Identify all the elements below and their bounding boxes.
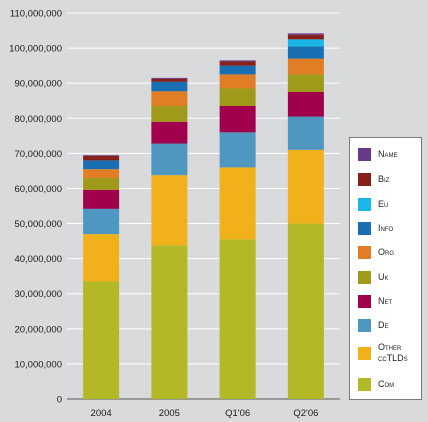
bar-segment — [287, 149, 324, 224]
legend-label: Info — [378, 223, 394, 233]
y-tick-label: 110,000,000 — [10, 9, 62, 20]
bar-segment — [83, 234, 120, 282]
legend-label: Uk — [378, 272, 389, 282]
bar-segment — [151, 81, 188, 92]
bar-segment — [287, 223, 324, 399]
legend-label: Biz — [378, 174, 390, 184]
legend-label: Com — [378, 379, 395, 389]
y-tick-label: 80,000,000 — [14, 114, 62, 125]
legend-swatch — [358, 378, 371, 391]
y-tick-label: 30,000,000 — [14, 289, 62, 300]
bar-segment — [83, 155, 120, 161]
bar-segment — [151, 78, 188, 82]
legend-item: Info — [358, 222, 422, 235]
bar-segment — [83, 155, 120, 156]
legend-item: Com — [358, 378, 422, 391]
legend-item: De — [358, 319, 422, 332]
bar-segment — [83, 281, 120, 399]
bar-segment — [287, 58, 324, 75]
bar-segment — [83, 208, 120, 235]
y-tick-label: 0 — [57, 395, 62, 406]
bar-segment — [151, 175, 188, 246]
bar-segment — [219, 60, 256, 62]
legend-label: Eu — [378, 199, 389, 209]
bar-segment — [83, 189, 120, 209]
bar-segment — [219, 65, 256, 75]
bar-segment — [151, 143, 188, 176]
legend-swatch — [358, 319, 371, 332]
legend-item: Net — [358, 295, 422, 308]
bar-segment — [151, 105, 188, 122]
bar-segment — [219, 88, 256, 106]
y-tick-label: 100,000,000 — [9, 44, 62, 55]
x-tick-label: 2005 — [159, 408, 180, 419]
bar-segment — [219, 105, 256, 133]
bar-segment — [219, 132, 256, 168]
y-tick-label: 20,000,000 — [14, 324, 62, 335]
legend-swatch — [358, 295, 371, 308]
bar-segment — [151, 77, 188, 79]
legend-swatch — [358, 148, 371, 161]
bar-segment — [219, 61, 256, 66]
legend-label: De — [378, 320, 389, 330]
bar-segment — [83, 177, 120, 190]
bar-segment — [219, 74, 256, 89]
bar-segment — [151, 245, 188, 399]
y-tick-label: 10,000,000 — [14, 359, 62, 370]
legend-item: Other ccTLDs — [358, 342, 422, 364]
legend-swatch — [358, 346, 371, 360]
bar-segment — [83, 169, 120, 178]
legend-swatch — [358, 198, 371, 211]
y-tick-label: 40,000,000 — [14, 254, 62, 265]
x-tick-label: Q1'06 — [225, 408, 250, 419]
legend-label: Net — [378, 296, 393, 306]
chart-legend: Name Biz Eu Info Org Uk Net De Other ccTLDs Com — [349, 137, 422, 400]
legend-swatch — [358, 173, 371, 186]
legend-item: Biz — [358, 173, 422, 186]
bar-segment — [287, 39, 324, 47]
bar-segment — [287, 33, 324, 35]
legend-label: Name — [378, 149, 398, 159]
x-tick-label: 2004 — [91, 408, 112, 419]
y-tick-label: 90,000,000 — [14, 79, 62, 90]
bar-segment — [287, 46, 324, 59]
y-tick-label: 50,000,000 — [14, 219, 62, 230]
bar-segment — [219, 167, 256, 240]
bar-segment — [151, 91, 188, 106]
legend-label: Org — [378, 247, 395, 257]
legend-swatch — [358, 271, 371, 284]
x-tick-label: Q2'06 — [293, 408, 318, 419]
bar-segment — [83, 160, 120, 170]
legend-item: Eu — [358, 198, 422, 211]
legend-item: Org — [358, 246, 422, 259]
bar-segment — [219, 239, 256, 399]
bar-segment — [287, 116, 324, 150]
legend-swatch — [358, 246, 371, 259]
bar-segment — [287, 74, 324, 92]
legend-item: Uk — [358, 271, 422, 284]
legend-label: Other ccTLDs — [378, 342, 408, 363]
bar-segment — [287, 91, 324, 117]
bar-segment — [151, 121, 188, 144]
legend-item: Name — [358, 148, 422, 161]
bar-segment — [287, 34, 324, 40]
y-tick-label: 60,000,000 — [14, 184, 62, 195]
y-tick-label: 70,000,000 — [14, 149, 62, 160]
legend-swatch — [358, 222, 371, 235]
